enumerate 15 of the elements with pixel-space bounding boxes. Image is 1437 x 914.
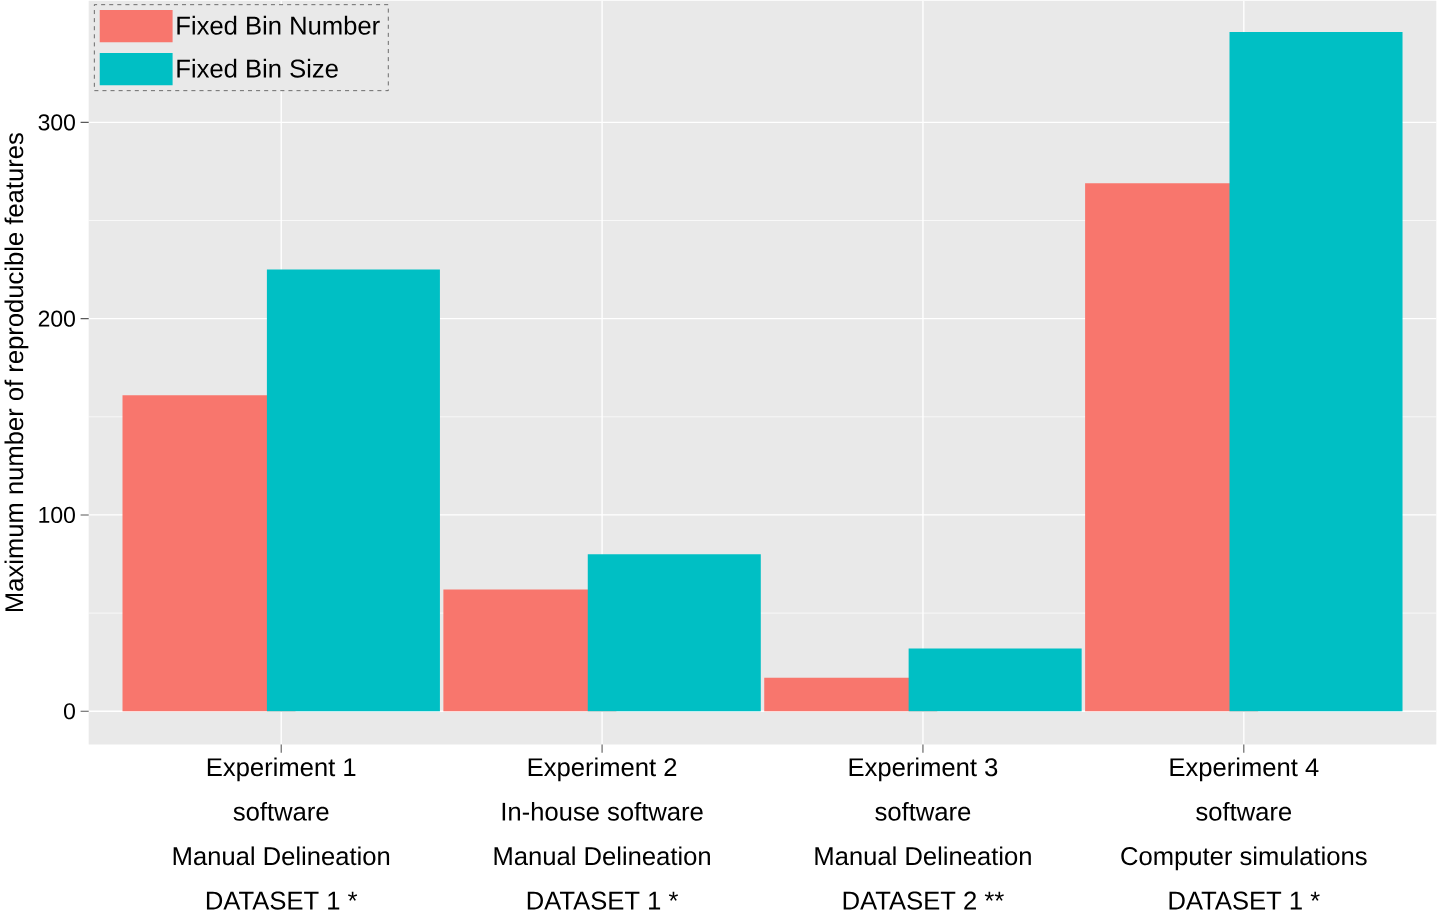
bar [1229, 32, 1403, 712]
x-tick-label: Experiment 3 software Manual Delineation DATASET 2 ** [815, 757, 1031, 910]
y-axis-title: Maximum number of reproducible features [4, 133, 29, 611]
bar [908, 648, 1082, 712]
x-tick-label: Experiment 1 software Manual Delineation DATASET 1 * [173, 757, 390, 910]
y-tick-label: 100 [39, 506, 75, 523]
y-tick-label: 300 [38, 114, 75, 131]
x-tick-label: Experiment 4 software Computer simulations DATASET 1 * [1121, 757, 1367, 910]
y-tick-label: 200 [38, 310, 75, 327]
bar [587, 554, 761, 712]
x-tick-label: Experiment 2 In-house software Manual Delineation DATASET 1 * [494, 757, 710, 910]
y-tick-label: 0 [63, 703, 75, 720]
legend-label: Fixed Bin Number [177, 15, 380, 35]
legend-label: Fixed Bin Size [177, 58, 338, 78]
bar [266, 269, 440, 712]
